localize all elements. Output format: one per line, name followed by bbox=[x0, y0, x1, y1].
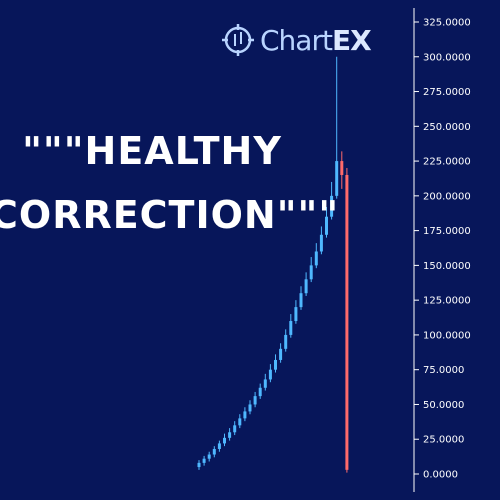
y-tick-label: 75.0000 bbox=[423, 365, 464, 376]
headline-line-1: """HEALTHY bbox=[0, 132, 312, 170]
chartex-logo: Chart EX bbox=[220, 22, 371, 58]
candle-down bbox=[345, 175, 348, 470]
candle-up bbox=[233, 425, 236, 432]
candle-up bbox=[335, 161, 338, 196]
candle-up bbox=[238, 418, 241, 425]
y-tick-label: 175.0000 bbox=[423, 226, 471, 237]
candle-up bbox=[294, 307, 297, 321]
candle-up bbox=[320, 235, 323, 252]
candle-up bbox=[203, 459, 206, 463]
y-tick-label: 0.0000 bbox=[423, 470, 458, 481]
y-tick-label: 150.0000 bbox=[423, 261, 471, 272]
candle-up bbox=[218, 443, 221, 449]
candle-up bbox=[243, 411, 246, 418]
candle-down bbox=[340, 161, 343, 175]
candle-up bbox=[300, 293, 303, 307]
candle-up bbox=[259, 388, 262, 396]
candle-up bbox=[274, 360, 277, 370]
candle-up bbox=[279, 349, 282, 360]
candle-up bbox=[315, 251, 318, 265]
y-tick-label: 225.0000 bbox=[423, 157, 471, 168]
candle-up bbox=[284, 335, 287, 349]
candle-up bbox=[249, 404, 252, 411]
candle-up bbox=[198, 463, 201, 467]
candle-up bbox=[254, 396, 257, 404]
y-tick-label: 325.0000 bbox=[423, 18, 471, 29]
candle-up bbox=[208, 455, 211, 459]
candle-up bbox=[228, 432, 231, 438]
y-tick-label: 275.0000 bbox=[423, 87, 471, 98]
y-tick-label: 125.0000 bbox=[423, 296, 471, 307]
y-tick-label: 25.0000 bbox=[423, 435, 464, 446]
y-tick-label: 250.0000 bbox=[423, 122, 471, 133]
logo-icon bbox=[220, 22, 256, 58]
y-tick-label: 100.0000 bbox=[423, 330, 471, 341]
candle-up bbox=[269, 370, 272, 380]
logo-text-accent: EX bbox=[332, 24, 371, 57]
y-tick-label: 200.0000 bbox=[423, 191, 471, 202]
candle-up bbox=[213, 449, 216, 455]
logo-text: Chart bbox=[260, 24, 332, 57]
candle-up bbox=[264, 379, 267, 387]
candle-up bbox=[310, 265, 313, 279]
headline-line-2: CORRECTION""" bbox=[0, 196, 310, 234]
y-tick-label: 300.0000 bbox=[423, 52, 471, 63]
candle-up bbox=[289, 321, 292, 335]
candle-up bbox=[305, 279, 308, 293]
candle-up bbox=[223, 438, 226, 444]
y-tick-label: 50.0000 bbox=[423, 400, 464, 411]
